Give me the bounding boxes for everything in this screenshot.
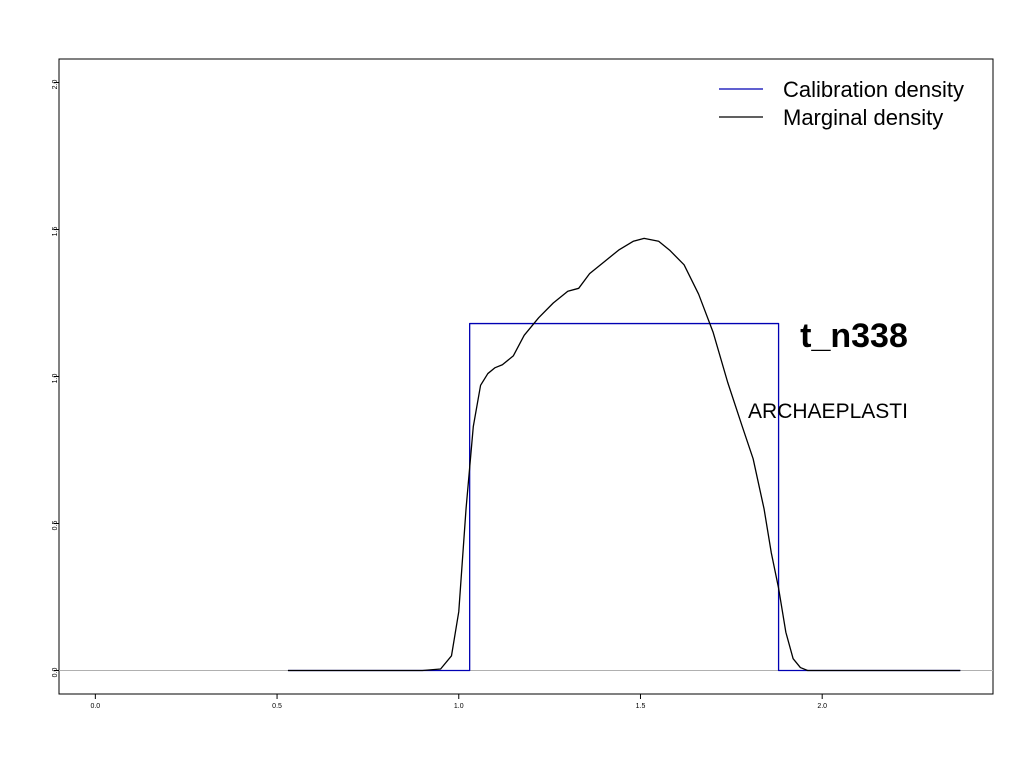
- y-tick-label: 0.0: [52, 668, 59, 678]
- legend-label-marginal: Marginal density: [783, 105, 943, 130]
- y-tick-label: 1.0: [52, 374, 59, 384]
- calibration-density-line: [287, 322, 961, 672]
- x-tick-label: 2.0: [817, 703, 827, 710]
- y-tick-label: 0.5: [52, 521, 59, 531]
- x-tick-label: 1.5: [636, 703, 646, 710]
- series-layer: [287, 237, 961, 672]
- legend-label-calibration: Calibration density: [783, 77, 964, 102]
- marginal-density-line: [287, 237, 961, 672]
- chart-title: t_n338: [800, 317, 908, 355]
- x-tick-label: 1.0: [454, 703, 464, 710]
- y-tick-label: 2.0: [52, 80, 59, 90]
- legend: Calibration density Marginal density: [719, 77, 964, 130]
- y-tick-label: 1.5: [52, 227, 59, 237]
- x-tick-label: 0.5: [272, 703, 282, 710]
- y-axis: 0.0 0.5 1.0 1.5 2.0: [52, 80, 59, 678]
- plot-frame: [58, 58, 994, 695]
- x-tick-label: 0.0: [90, 703, 100, 710]
- x-axis: 0.0 0.5 1.0 1.5 2.0: [90, 694, 827, 710]
- chart-subtitle: ARCHAEPLASTI: [748, 400, 908, 423]
